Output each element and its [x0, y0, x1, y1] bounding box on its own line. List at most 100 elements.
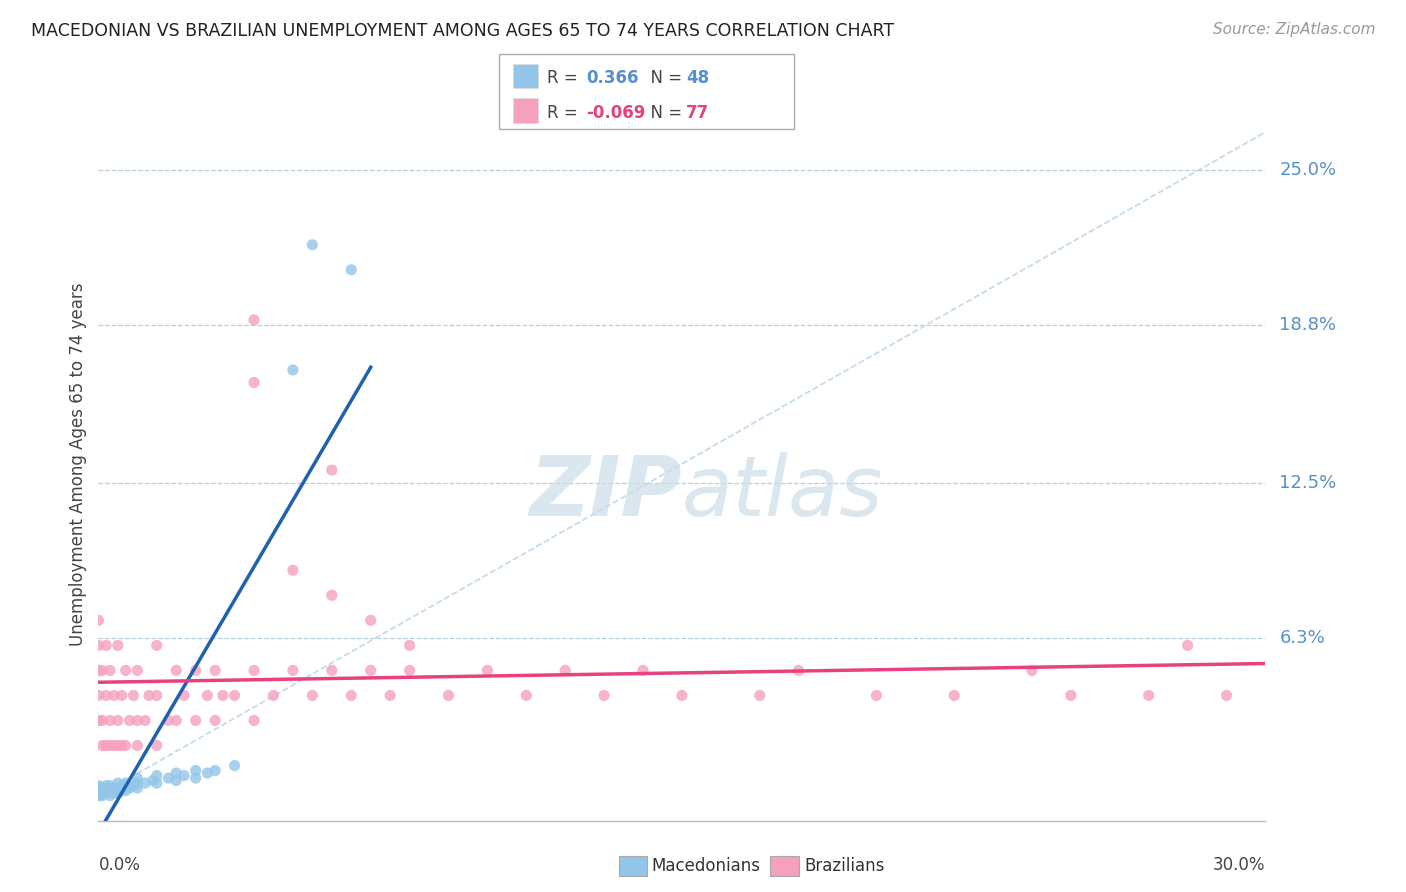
Point — [96, 689, 118, 703]
Point — [554, 664, 576, 678]
Point — [477, 664, 499, 678]
Point — [87, 639, 110, 653]
Point — [340, 689, 363, 703]
Point — [195, 689, 218, 703]
Text: N =: N = — [640, 103, 688, 121]
Text: Macedonians: Macedonians — [651, 857, 761, 875]
Point — [91, 789, 114, 803]
Point — [87, 781, 110, 796]
Point — [127, 739, 149, 753]
Point — [943, 689, 966, 703]
Point — [111, 739, 134, 753]
Point — [127, 781, 149, 796]
Point — [321, 664, 343, 678]
Point — [146, 689, 169, 703]
Text: 30.0%: 30.0% — [1213, 856, 1265, 874]
Point — [107, 786, 129, 800]
Point — [865, 689, 887, 703]
Point — [98, 714, 121, 728]
Point — [91, 781, 114, 796]
Point — [107, 739, 129, 753]
Point — [107, 714, 129, 728]
Point — [398, 664, 420, 678]
Point — [301, 689, 323, 703]
Point — [184, 714, 207, 728]
Text: 77: 77 — [686, 103, 710, 121]
Point — [360, 613, 382, 627]
Point — [1177, 639, 1199, 653]
Point — [118, 714, 141, 728]
Point — [107, 783, 129, 797]
Point — [631, 664, 654, 678]
Point — [195, 766, 218, 780]
Point — [146, 776, 169, 790]
Text: R =: R = — [547, 103, 583, 121]
Point — [87, 789, 110, 803]
Point — [184, 664, 207, 678]
Text: atlas: atlas — [682, 452, 883, 533]
Point — [340, 262, 363, 277]
Point — [127, 771, 149, 785]
Point — [114, 776, 136, 790]
Point — [87, 789, 110, 803]
Point — [146, 739, 169, 753]
Text: 48: 48 — [686, 69, 709, 87]
Point — [91, 739, 114, 753]
Point — [593, 689, 616, 703]
Text: MACEDONIAN VS BRAZILIAN UNEMPLOYMENT AMONG AGES 65 TO 74 YEARS CORRELATION CHART: MACEDONIAN VS BRAZILIAN UNEMPLOYMENT AMO… — [31, 22, 894, 40]
Point — [87, 714, 110, 728]
Point — [321, 588, 343, 602]
Point — [138, 689, 160, 703]
Text: Source: ZipAtlas.com: Source: ZipAtlas.com — [1212, 22, 1375, 37]
Point — [107, 776, 129, 790]
Point — [1060, 689, 1083, 703]
Point — [204, 714, 226, 728]
Point — [87, 689, 110, 703]
Point — [87, 613, 110, 627]
Point — [184, 764, 207, 778]
Point — [91, 714, 114, 728]
Point — [87, 783, 110, 797]
Point — [96, 783, 118, 797]
Text: 18.8%: 18.8% — [1279, 316, 1337, 334]
Point — [96, 739, 118, 753]
Text: 12.5%: 12.5% — [1279, 474, 1337, 491]
Point — [103, 781, 125, 796]
Text: Brazilians: Brazilians — [804, 857, 884, 875]
Point — [243, 313, 266, 327]
Text: 6.3%: 6.3% — [1279, 629, 1324, 647]
Point — [87, 781, 110, 796]
Point — [111, 779, 134, 793]
Point — [1137, 689, 1160, 703]
Point — [437, 689, 460, 703]
Point — [118, 781, 141, 796]
Point — [243, 714, 266, 728]
Point — [262, 689, 284, 703]
Point — [134, 776, 156, 790]
Point — [87, 786, 110, 800]
Point — [107, 639, 129, 653]
Point — [671, 689, 693, 703]
Text: R =: R = — [547, 69, 583, 87]
Point — [157, 771, 180, 785]
Point — [184, 771, 207, 785]
Point — [103, 786, 125, 800]
Text: N =: N = — [640, 69, 688, 87]
Point — [398, 639, 420, 653]
Point — [380, 689, 402, 703]
Point — [98, 739, 121, 753]
Point — [243, 376, 266, 390]
Point — [103, 739, 125, 753]
Point — [165, 766, 187, 780]
Point — [157, 714, 180, 728]
Point — [127, 776, 149, 790]
Point — [103, 689, 125, 703]
Point — [281, 563, 304, 577]
Y-axis label: Unemployment Among Ages 65 to 74 years: Unemployment Among Ages 65 to 74 years — [69, 282, 87, 646]
Point — [98, 779, 121, 793]
Point — [787, 664, 810, 678]
Text: 0.0%: 0.0% — [98, 856, 141, 874]
Point — [96, 639, 118, 653]
Point — [146, 768, 169, 782]
Point — [173, 768, 195, 782]
